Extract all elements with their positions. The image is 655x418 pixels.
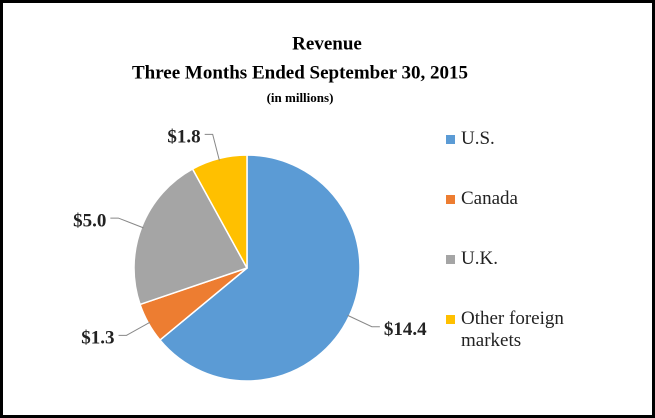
legend-item: U.K. <box>442 248 632 308</box>
legend-label: U.S. <box>461 128 495 149</box>
legend-swatch <box>446 315 455 324</box>
legend-label: Canada <box>461 188 518 209</box>
legend-item: Other foreign markets <box>442 308 632 368</box>
legend-swatch <box>446 255 455 264</box>
legend: U.S. Canada U.K. Other foreign markets <box>442 128 632 368</box>
chart-subtitle: Three Months Ended September 30, 2015 <box>132 62 468 83</box>
legend-item: U.S. <box>442 128 632 188</box>
legend-item: Canada <box>442 188 632 248</box>
data-label: $5.0 <box>73 210 106 231</box>
leader-line <box>347 314 380 328</box>
units-label: (in millions) <box>267 90 334 105</box>
leader-line <box>204 133 220 161</box>
legend-swatch <box>446 195 455 204</box>
data-label: $1.3 <box>81 328 114 349</box>
data-label: $14.4 <box>384 319 427 340</box>
leader-line <box>118 321 151 336</box>
leader-line <box>110 217 144 229</box>
legend-label: Other foreign markets <box>461 308 564 351</box>
legend-label: U.K. <box>461 248 498 269</box>
data-label: $1.8 <box>167 127 200 148</box>
legend-swatch <box>446 135 455 144</box>
chart-title: Revenue <box>292 33 362 54</box>
